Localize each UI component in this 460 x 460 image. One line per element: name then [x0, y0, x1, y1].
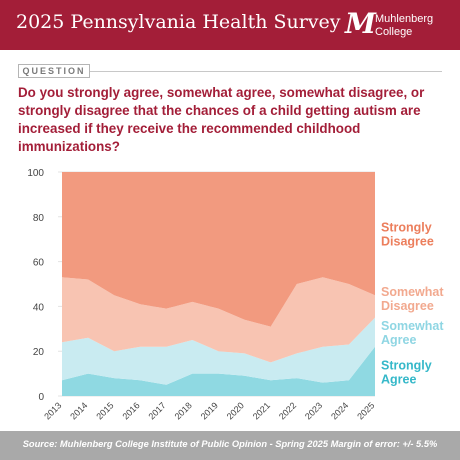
logo-text-line1: Muhlenberg — [375, 13, 434, 25]
y-tick-label: 60 — [33, 258, 45, 269]
x-tick-label: 2017 — [147, 400, 168, 421]
y-tick-label: 40 — [33, 302, 45, 313]
logo-mark: M — [345, 7, 376, 40]
x-tick-label: 2022 — [277, 400, 298, 421]
area-strongly-agree — [62, 346, 375, 396]
header-bar: 2025 Pennsylvania Health Survey M Muhlen… — [0, 0, 460, 50]
question-tag: QUESTION — [18, 64, 90, 78]
x-tick-label: 2019 — [199, 400, 220, 421]
college-logo: M Muhlenberg College — [345, 8, 455, 42]
y-tick-label: 0 — [38, 392, 44, 403]
x-tick-label: 2015 — [94, 400, 115, 421]
y-tick-label: 80 — [33, 213, 45, 224]
y-tick-label: 100 — [27, 168, 44, 179]
footer-bar: Source: Muhlenberg College Institute of … — [0, 431, 460, 460]
series-label-strongly-agree: Strongly Agree — [381, 358, 432, 386]
area-somewhat-disagree — [62, 277, 375, 363]
x-tick-label: 2018 — [173, 400, 194, 421]
x-tick-label: 2016 — [120, 400, 141, 421]
y-tick-label: 20 — [33, 347, 45, 358]
x-tick-label: 2013 — [42, 400, 63, 421]
question-divider — [90, 71, 442, 72]
stacked-area-chart: 0 20 40 60 80 100 2013 2014 2015 2016 2017 2018 2019… — [27, 168, 444, 422]
x-tick-label: 2023 — [303, 400, 324, 421]
area-somewhat-agree — [62, 317, 375, 385]
logo-text-line2: College — [375, 26, 413, 38]
series-label-strongly-disagree: Strongly Disagree — [381, 221, 434, 249]
x-tick-label: 2020 — [225, 400, 246, 421]
series-label-somewhat-agree: Somewhat Agree — [381, 319, 444, 347]
series-label-somewhat-disagree: Somewhat Disagree — [381, 285, 444, 313]
question-text: Do you strongly agree, somewhat agree, s… — [18, 85, 425, 154]
area-strongly-disagree — [62, 172, 375, 327]
x-tick-label: 2021 — [251, 400, 272, 421]
x-tick-label: 2024 — [329, 400, 350, 421]
x-tick-label: 2014 — [68, 400, 89, 421]
source-note: Source: Muhlenberg College Institute of … — [22, 439, 438, 449]
x-tick-label: 2025 — [355, 400, 376, 421]
page-title: 2025 Pennsylvania Health Survey — [16, 11, 341, 33]
